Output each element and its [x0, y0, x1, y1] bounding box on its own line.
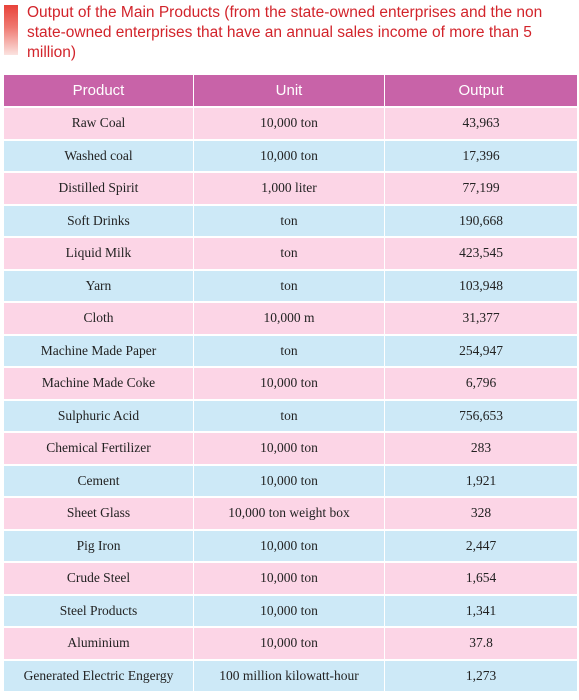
- column-header-unit: Unit: [193, 74, 385, 108]
- cell-product: Distilled Spirit: [3, 171, 194, 206]
- table-row: Steel Products 10,000 ton 1,341: [3, 594, 578, 628]
- cell-unit: 100 million kilowatt-hour: [193, 659, 385, 693]
- table-row: Washed coal 10,000 ton 17,396: [3, 139, 578, 173]
- cell-output: 77,199: [384, 171, 578, 206]
- cell-product: Crude Steel: [3, 561, 194, 596]
- cell-product: Generated Electric Engergy: [3, 659, 194, 693]
- cell-output: 254,947: [384, 334, 578, 368]
- table-body: Raw Coal 10,000 ton 43,963 Washed coal 10,00…: [3, 106, 578, 693]
- cell-output: 756,653: [384, 399, 578, 433]
- cell-unit: 10,000 ton: [193, 594, 385, 628]
- table-row: Cloth 10,000 m 31,377: [3, 301, 578, 336]
- cell-product: Sheet Glass: [3, 496, 194, 531]
- cell-unit: 10,000 ton: [193, 431, 385, 466]
- cell-product: Chemical Fertilizer: [3, 431, 194, 466]
- cell-output: 37.8: [384, 626, 578, 661]
- cell-output: 1,341: [384, 594, 578, 628]
- cell-unit: ton: [193, 236, 385, 271]
- cell-unit: ton: [193, 334, 385, 368]
- cell-output: 103,948: [384, 269, 578, 303]
- title-section: Output of the Main Products (from the st…: [0, 0, 579, 70]
- table-row: Chemical Fertilizer 10,000 ton 283: [3, 431, 578, 466]
- cell-unit: 10,000 ton: [193, 106, 385, 141]
- cell-output: 17,396: [384, 139, 578, 173]
- column-header-output: Output: [384, 74, 578, 108]
- cell-output: 1,921: [384, 464, 578, 498]
- cell-product: Machine Made Coke: [3, 366, 194, 401]
- cell-unit: 10,000 ton: [193, 139, 385, 173]
- cell-output: 283: [384, 431, 578, 466]
- page-title: Output of the Main Products (from the st…: [27, 4, 543, 61]
- cell-output: 6,796: [384, 366, 578, 401]
- table-row: Aluminium 10,000 ton 37.8: [3, 626, 578, 661]
- cell-output: 1,273: [384, 659, 578, 693]
- cell-output: 423,545: [384, 236, 578, 271]
- cell-unit: 10,000 m: [193, 301, 385, 336]
- table-row: Machine Made Coke 10,000 ton 6,796: [3, 366, 578, 401]
- column-header-product: Product: [3, 74, 194, 108]
- cell-product: Cement: [3, 464, 194, 498]
- cell-product: Yarn: [3, 269, 194, 303]
- cell-unit: 10,000 ton: [193, 366, 385, 401]
- table-row: Generated Electric Engergy 100 million ki…: [3, 659, 578, 693]
- table-row: Raw Coal 10,000 ton 43,963: [3, 106, 578, 141]
- cell-product: Washed coal: [3, 139, 194, 173]
- cell-unit: ton: [193, 399, 385, 433]
- cell-product: Aluminium: [3, 626, 194, 661]
- cell-output: 2,447: [384, 529, 578, 563]
- table-row: Machine Made Paper ton 254,947: [3, 334, 578, 368]
- cell-product: Liquid Milk: [3, 236, 194, 271]
- table-row: Soft Drinks ton 190,668: [3, 204, 578, 238]
- table-row: Distilled Spirit 1,000 liter 77,199: [3, 171, 578, 206]
- cell-output: 190,668: [384, 204, 578, 238]
- table-row: Sulphuric Acid ton 756,653: [3, 399, 578, 433]
- table-header-row: Product Unit Output: [3, 74, 578, 108]
- table-row: Cement 10,000 ton 1,921: [3, 464, 578, 498]
- table-row: Yarn ton 103,948: [3, 269, 578, 303]
- table-row: Sheet Glass 10,000 ton weight box 328: [3, 496, 578, 531]
- cell-unit: 10,000 ton: [193, 561, 385, 596]
- cell-unit: 1,000 liter: [193, 171, 385, 206]
- cell-product: Pig Iron: [3, 529, 194, 563]
- products-table: Product Unit Output Raw Coal 10,000 ton 43…: [3, 74, 578, 693]
- cell-product: Machine Made Paper: [3, 334, 194, 368]
- cell-unit: 10,000 ton: [193, 464, 385, 498]
- cell-unit: 10,000 ton: [193, 626, 385, 661]
- cell-output: 328: [384, 496, 578, 531]
- cell-unit: 10,000 ton: [193, 529, 385, 563]
- cell-product: Sulphuric Acid: [3, 399, 194, 433]
- title-accent-bar: [4, 5, 18, 55]
- cell-product: Steel Products: [3, 594, 194, 628]
- cell-product: Soft Drinks: [3, 204, 194, 238]
- cell-product: Cloth: [3, 301, 194, 336]
- table-row: Pig Iron 10,000 ton 2,447: [3, 529, 578, 563]
- cell-unit: 10,000 ton weight box: [193, 496, 385, 531]
- cell-unit: ton: [193, 269, 385, 303]
- table-row: Crude Steel 10,000 ton 1,654: [3, 561, 578, 596]
- cell-output: 1,654: [384, 561, 578, 596]
- cell-product: Raw Coal: [3, 106, 194, 141]
- cell-output: 31,377: [384, 301, 578, 336]
- cell-unit: ton: [193, 204, 385, 238]
- cell-output: 43,963: [384, 106, 578, 141]
- table-row: Liquid Milk ton 423,545: [3, 236, 578, 271]
